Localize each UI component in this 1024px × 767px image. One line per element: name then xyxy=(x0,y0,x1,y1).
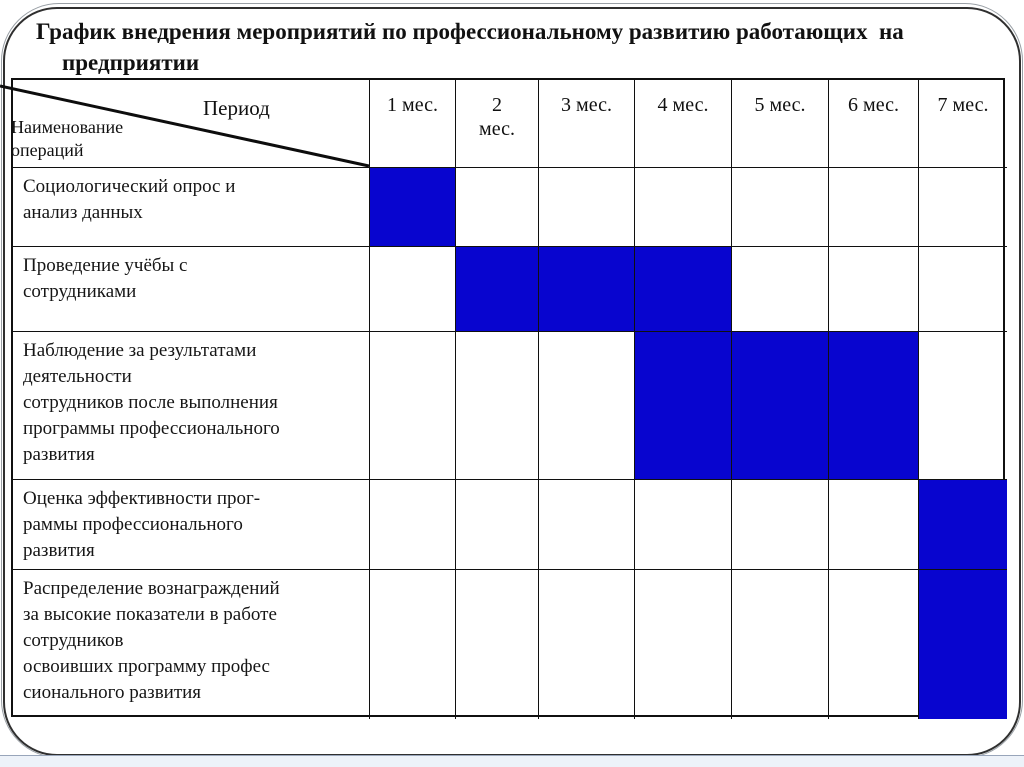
schedule-cell xyxy=(919,247,1007,332)
schedule-cell xyxy=(732,168,829,247)
schedule-cell xyxy=(370,247,456,332)
schedule-cell xyxy=(635,168,732,247)
schedule-cell xyxy=(829,168,919,247)
schedule-cell xyxy=(456,332,539,480)
month-header: 1 мес. xyxy=(370,80,456,168)
task-name-cell: Распределение вознаграждений за высокие … xyxy=(13,570,370,719)
month-header: 4 мес. xyxy=(635,80,732,168)
task-name-cell: Социологический опрос и анализ данных xyxy=(13,168,370,247)
schedule-cell-filled xyxy=(919,570,1007,719)
schedule-cell-filled xyxy=(635,247,732,332)
schedule-cell-filled xyxy=(829,332,919,480)
month-header: 5 мес. xyxy=(732,80,829,168)
schedule-cell xyxy=(919,332,1007,480)
task-name-cell: Наблюдение за результатами деятельности … xyxy=(13,332,370,480)
schedule-cell xyxy=(919,168,1007,247)
schedule-cell xyxy=(829,247,919,332)
schedule-cell-filled xyxy=(456,247,539,332)
schedule-cell xyxy=(732,247,829,332)
period-operations-corner-cell: Период Наименование операций xyxy=(13,80,370,168)
month-header: 3 мес. xyxy=(539,80,635,168)
schedule-cell xyxy=(732,570,829,719)
schedule-cell-filled xyxy=(919,480,1007,570)
period-header-label: Период xyxy=(203,96,270,120)
schedule-cell xyxy=(635,570,732,719)
schedule-cell-filled xyxy=(635,332,732,480)
schedule-cell xyxy=(732,480,829,570)
schedule-cell xyxy=(539,332,635,480)
page-title: График внедрения мероприятий по професси… xyxy=(36,19,904,75)
schedule-cell xyxy=(829,480,919,570)
schedule-cell xyxy=(539,168,635,247)
schedule-cell-filled xyxy=(539,247,635,332)
slide-footer-strip xyxy=(0,755,1024,767)
schedule-cell xyxy=(635,480,732,570)
gantt-table: Период Наименование операций 1 мес. 2 мес. 3… xyxy=(11,78,1007,719)
schedule-cell xyxy=(456,168,539,247)
schedule-cell xyxy=(456,570,539,719)
schedule-cell xyxy=(456,480,539,570)
month-header: 7 мес. xyxy=(919,80,1007,168)
schedule-cell xyxy=(539,480,635,570)
schedule-cell xyxy=(539,570,635,719)
schedule-cell xyxy=(829,570,919,719)
schedule-cell xyxy=(370,332,456,480)
operations-header-label: Наименование операций xyxy=(13,117,124,160)
month-header: 6 мес. xyxy=(829,80,919,168)
task-name-cell: Проведение учёбы с сотрудниками xyxy=(13,247,370,332)
month-header: 2 мес. xyxy=(456,80,539,168)
schedule-cell xyxy=(370,480,456,570)
schedule-cell-filled xyxy=(732,332,829,480)
schedule-cell-filled xyxy=(370,168,456,247)
schedule-cell xyxy=(370,570,456,719)
task-name-cell: Оценка эффективности прог- раммы професс… xyxy=(13,480,370,570)
